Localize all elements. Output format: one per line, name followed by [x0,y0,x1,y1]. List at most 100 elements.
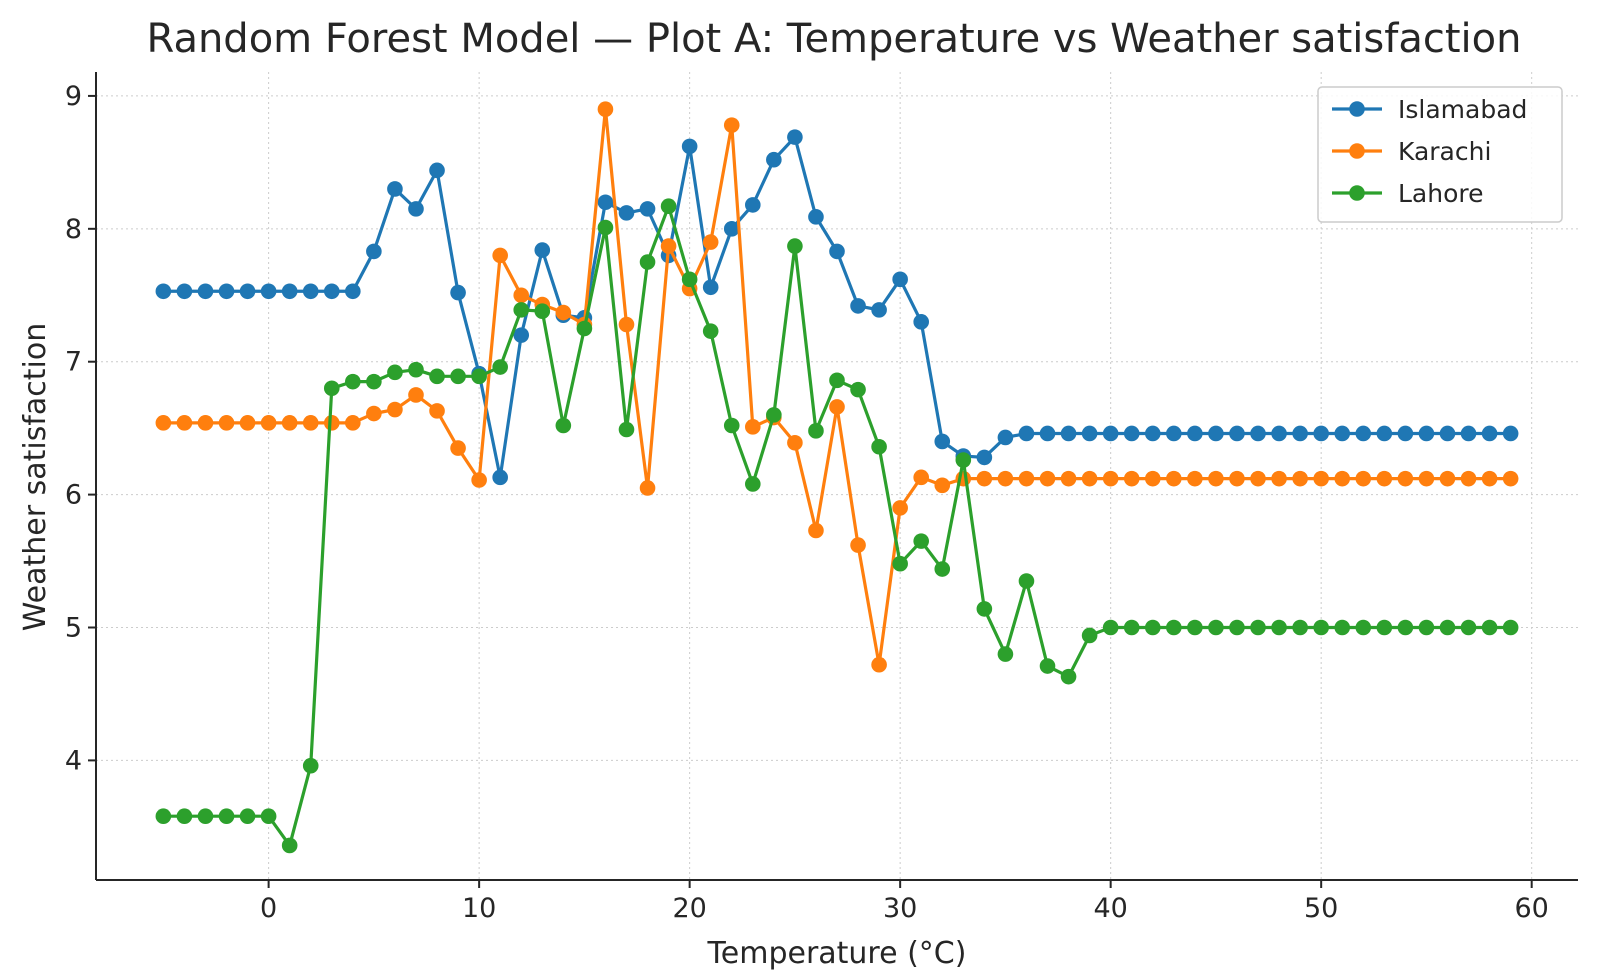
data-point-lahore [766,407,782,423]
data-point-lahore [618,421,635,438]
data-point-islamabad [1208,425,1224,442]
data-point-lahore [1123,619,1140,636]
legend-item-lahore: Lahore [1332,179,1484,208]
data-point-islamabad [1334,425,1351,442]
data-point-lahore [1271,619,1287,636]
data-point-lahore [1102,619,1119,636]
data-point-lahore [218,808,235,825]
x-tick-label: 10 [462,893,496,924]
data-point-karachi [1039,470,1056,487]
data-point-islamabad [1187,425,1203,442]
data-point-lahore [1292,619,1308,636]
data-point-lahore [281,837,298,854]
data-point-lahore [387,364,403,381]
data-point-islamabad [618,205,635,221]
data-point-karachi [639,480,656,496]
data-point-lahore [955,452,972,468]
data-point-karachi [808,522,824,539]
data-point-islamabad [492,469,508,486]
data-point-lahore [1439,619,1456,636]
x-tick-label: 40 [1093,893,1127,924]
data-point-karachi [323,415,340,431]
data-point-karachi [1208,470,1224,487]
y-tick-label: 4 [65,745,82,776]
data-point-lahore [1081,627,1098,644]
data-point-karachi [1271,470,1287,487]
data-point-karachi [1102,470,1119,487]
data-point-islamabad [766,151,782,168]
x-tick-label: 60 [1515,893,1549,924]
data-point-lahore [1039,658,1056,674]
data-point-lahore [808,423,824,439]
data-point-lahore [681,271,698,288]
data-point-karachi [997,470,1014,487]
data-point-lahore [471,368,487,385]
data-point-karachi [1481,470,1498,487]
data-point-lahore [323,380,340,397]
data-point-lahore [555,417,572,434]
legend-frame [1317,86,1563,223]
data-point-islamabad [871,302,887,318]
data-point-karachi [387,401,403,418]
ticks-layer: 0 10 20 30 40 50 60 4 5 6 7 8 9 [65,81,1549,924]
data-point-lahore [892,555,908,572]
data-point-islamabad [1460,425,1477,442]
data-point-lahore [1355,619,1372,636]
data-point-karachi [1018,470,1035,487]
data-point-lahore [366,373,382,390]
data-point-karachi [197,415,214,431]
data-point-karachi [850,537,866,553]
data-point-lahore [997,646,1014,662]
data-point-islamabad [218,283,235,300]
data-point-lahore [260,808,277,825]
data-point-karachi [1081,470,1098,487]
data-point-karachi [513,287,530,304]
data-point-islamabad [1166,425,1182,442]
data-point-islamabad [450,284,466,301]
axes-layer [95,72,1578,881]
data-point-karachi [239,415,256,431]
data-point-karachi [1355,470,1372,487]
data-point-islamabad [829,243,845,260]
data-point-lahore [1018,573,1035,589]
data-point-lahore [1397,619,1414,636]
data-point-lahore [513,302,530,318]
legend: Islamabad Karachi Lahore [1317,86,1563,223]
data-point-karachi [345,415,361,431]
data-point-karachi [618,316,635,333]
y-tick-label: 7 [65,347,82,378]
data-point-karachi [1502,470,1519,487]
data-point-karachi [429,403,445,419]
data-point-karachi [1229,470,1245,487]
data-point-karachi [913,469,929,486]
data-point-karachi [723,117,740,133]
data-point-islamabad [1102,425,1119,442]
data-point-karachi [492,247,508,264]
data-point-islamabad [387,181,403,197]
data-point-karachi [366,405,382,422]
data-point-karachi [176,415,193,431]
legend-label: Islamabad [1398,95,1527,124]
data-point-islamabad [281,283,298,300]
data-point-lahore [787,238,803,254]
data-point-karachi [934,477,951,494]
data-point-lahore [176,808,193,825]
data-point-lahore [1334,619,1351,636]
data-point-islamabad [1439,425,1456,442]
data-point-islamabad [1397,425,1414,442]
data-point-islamabad [302,283,319,300]
data-point-lahore [1502,619,1519,636]
data-point-islamabad [808,209,824,225]
data-point-islamabad [1229,425,1245,442]
data-point-islamabad [934,433,951,450]
data-point-karachi [1187,470,1203,487]
data-point-lahore [450,368,466,385]
data-point-lahore [1144,619,1161,636]
data-point-lahore [1250,619,1266,636]
data-point-lahore [702,323,719,339]
y-tick-label: 8 [65,214,82,245]
data-point-islamabad [1502,425,1519,442]
data-point-karachi [787,434,803,451]
data-point-islamabad [1481,425,1498,442]
